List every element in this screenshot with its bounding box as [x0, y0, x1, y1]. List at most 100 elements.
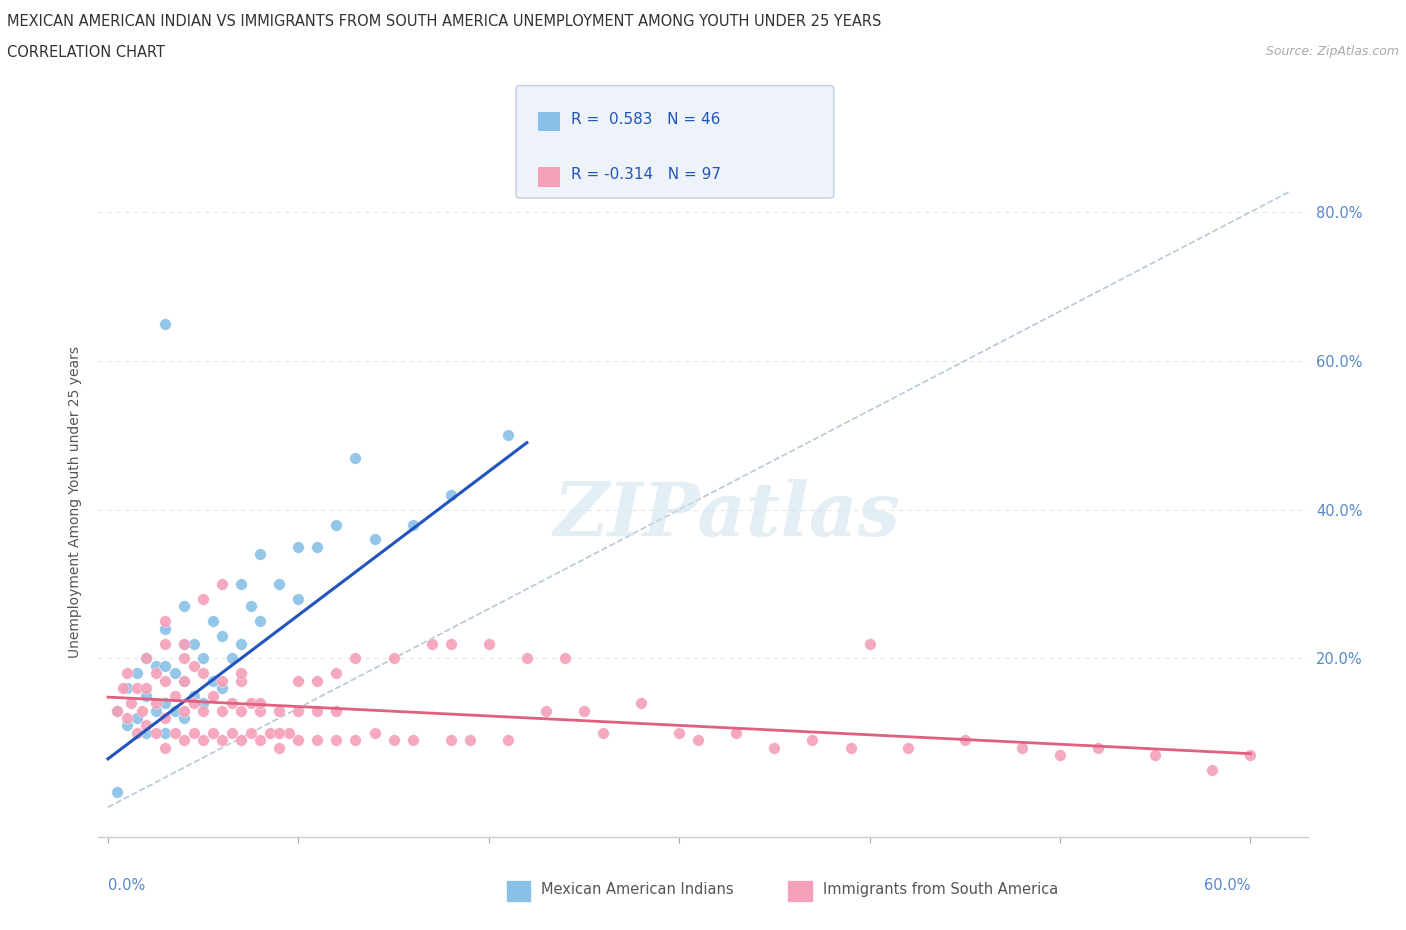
Point [239, 725, 262, 740]
Point [363, 532, 385, 547]
Point [135, 681, 157, 696]
Point [287, 539, 309, 554]
Point [344, 733, 367, 748]
Point [859, 636, 882, 651]
Point [183, 688, 205, 703]
Point [135, 688, 157, 703]
Point [249, 547, 271, 562]
Point [287, 591, 309, 606]
Text: R =  0.583   N = 46: R = 0.583 N = 46 [571, 112, 720, 126]
Point [107, 785, 129, 800]
Point [201, 725, 224, 740]
Point [382, 733, 405, 748]
Point [307, 539, 329, 554]
Point [211, 733, 233, 748]
Point [115, 711, 138, 725]
Point [325, 517, 347, 532]
Point [145, 658, 167, 673]
Point [259, 725, 281, 740]
Point [191, 733, 214, 748]
Point [307, 733, 329, 748]
Text: CORRELATION CHART: CORRELATION CHART [7, 45, 165, 60]
Point [363, 725, 385, 740]
Text: Source: ZipAtlas.com: Source: ZipAtlas.com [1265, 45, 1399, 58]
Point [897, 740, 920, 755]
Point [145, 703, 167, 718]
Point [183, 725, 205, 740]
Point [287, 733, 309, 748]
Point [201, 673, 224, 688]
Text: Immigrants from South America: Immigrants from South America [823, 882, 1057, 897]
Point [135, 718, 157, 733]
Point [145, 666, 167, 681]
Point [249, 733, 271, 748]
Point [592, 725, 614, 740]
Point [1011, 740, 1033, 755]
Point [145, 696, 167, 711]
Point [201, 688, 224, 703]
Point [145, 725, 167, 740]
Point [125, 725, 148, 740]
Point [287, 703, 309, 718]
Point [221, 696, 243, 711]
Point [183, 636, 205, 651]
Point [107, 703, 129, 718]
Point [153, 725, 176, 740]
Point [239, 696, 262, 711]
Point [153, 711, 176, 725]
Point [401, 733, 423, 748]
Point [135, 725, 157, 740]
Point [191, 591, 214, 606]
Point [953, 733, 976, 748]
Point [725, 725, 748, 740]
Point [1239, 748, 1261, 763]
Point [183, 696, 205, 711]
Point [221, 651, 243, 666]
Point [269, 577, 291, 591]
Point [173, 636, 195, 651]
Point [163, 688, 186, 703]
Point [153, 621, 176, 636]
Point [231, 673, 253, 688]
Point [153, 636, 176, 651]
Point [382, 651, 405, 666]
Point [496, 733, 519, 748]
Point [231, 636, 253, 651]
Point [231, 666, 253, 681]
Point [231, 703, 253, 718]
Point [269, 725, 291, 740]
Point [249, 696, 271, 711]
Point [191, 651, 214, 666]
Point [231, 733, 253, 748]
Point [516, 651, 538, 666]
Point [173, 673, 195, 688]
Point [211, 673, 233, 688]
Point [325, 703, 347, 718]
Point [1049, 748, 1071, 763]
Point [112, 681, 135, 696]
Point [201, 614, 224, 629]
Point [153, 673, 176, 688]
Point [839, 740, 862, 755]
Point [163, 703, 186, 718]
Point [401, 517, 423, 532]
Point [221, 725, 243, 740]
Point [478, 636, 501, 651]
Point [131, 703, 153, 718]
Point [307, 673, 329, 688]
Point [440, 487, 463, 502]
Point [1201, 763, 1223, 777]
Point [125, 666, 148, 681]
Point [153, 740, 176, 755]
Point [307, 703, 329, 718]
Point [153, 658, 176, 673]
Point [115, 681, 138, 696]
Point [173, 703, 195, 718]
Point [239, 599, 262, 614]
Point [173, 733, 195, 748]
Point [125, 711, 148, 725]
Text: R = -0.314   N = 97: R = -0.314 N = 97 [571, 167, 721, 182]
Point [630, 696, 652, 711]
Point [191, 703, 214, 718]
Point [211, 629, 233, 644]
